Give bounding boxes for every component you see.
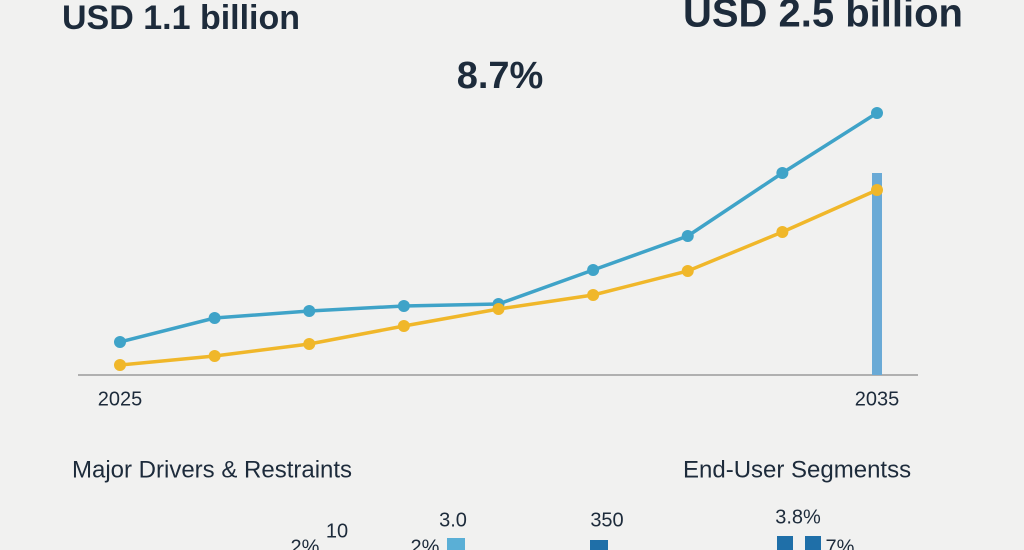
point	[681, 265, 694, 277]
decor-bar	[590, 540, 608, 550]
decor-bar	[805, 536, 821, 550]
point	[397, 300, 410, 312]
decor-bar	[447, 538, 465, 550]
point	[587, 289, 600, 301]
x-tick-label: 2035	[855, 388, 900, 410]
section-title: Major Drivers & Restraints	[72, 456, 352, 483]
headline-left: USD 1.1 billion	[62, 0, 300, 37]
point	[397, 320, 410, 332]
point	[114, 359, 126, 371]
point	[303, 338, 316, 350]
fragment-label: 2%	[411, 536, 440, 550]
point	[776, 226, 789, 238]
fragment-label: 2%	[291, 536, 320, 550]
point	[871, 184, 883, 196]
point	[208, 312, 221, 324]
fragment-label: 10	[326, 520, 348, 542]
decor-bar	[777, 536, 793, 550]
point	[114, 336, 126, 348]
bar	[872, 173, 882, 375]
fragment-label: 3.8%	[775, 506, 821, 528]
point	[303, 305, 316, 317]
x-tick-label: 2025	[98, 388, 143, 410]
section-title: End-User Segmentss	[683, 456, 911, 483]
point	[208, 350, 221, 362]
point	[871, 107, 883, 119]
point	[681, 230, 694, 242]
fragment-label: 3.0	[439, 509, 467, 531]
point	[492, 303, 505, 315]
point	[587, 264, 600, 276]
point	[776, 167, 789, 179]
headline-right: USD 2.5 billion	[683, 0, 963, 36]
fragment-label: 7%	[826, 536, 855, 550]
headline-center: 8.7%	[457, 55, 544, 97]
fragment-label: 350	[590, 509, 623, 531]
